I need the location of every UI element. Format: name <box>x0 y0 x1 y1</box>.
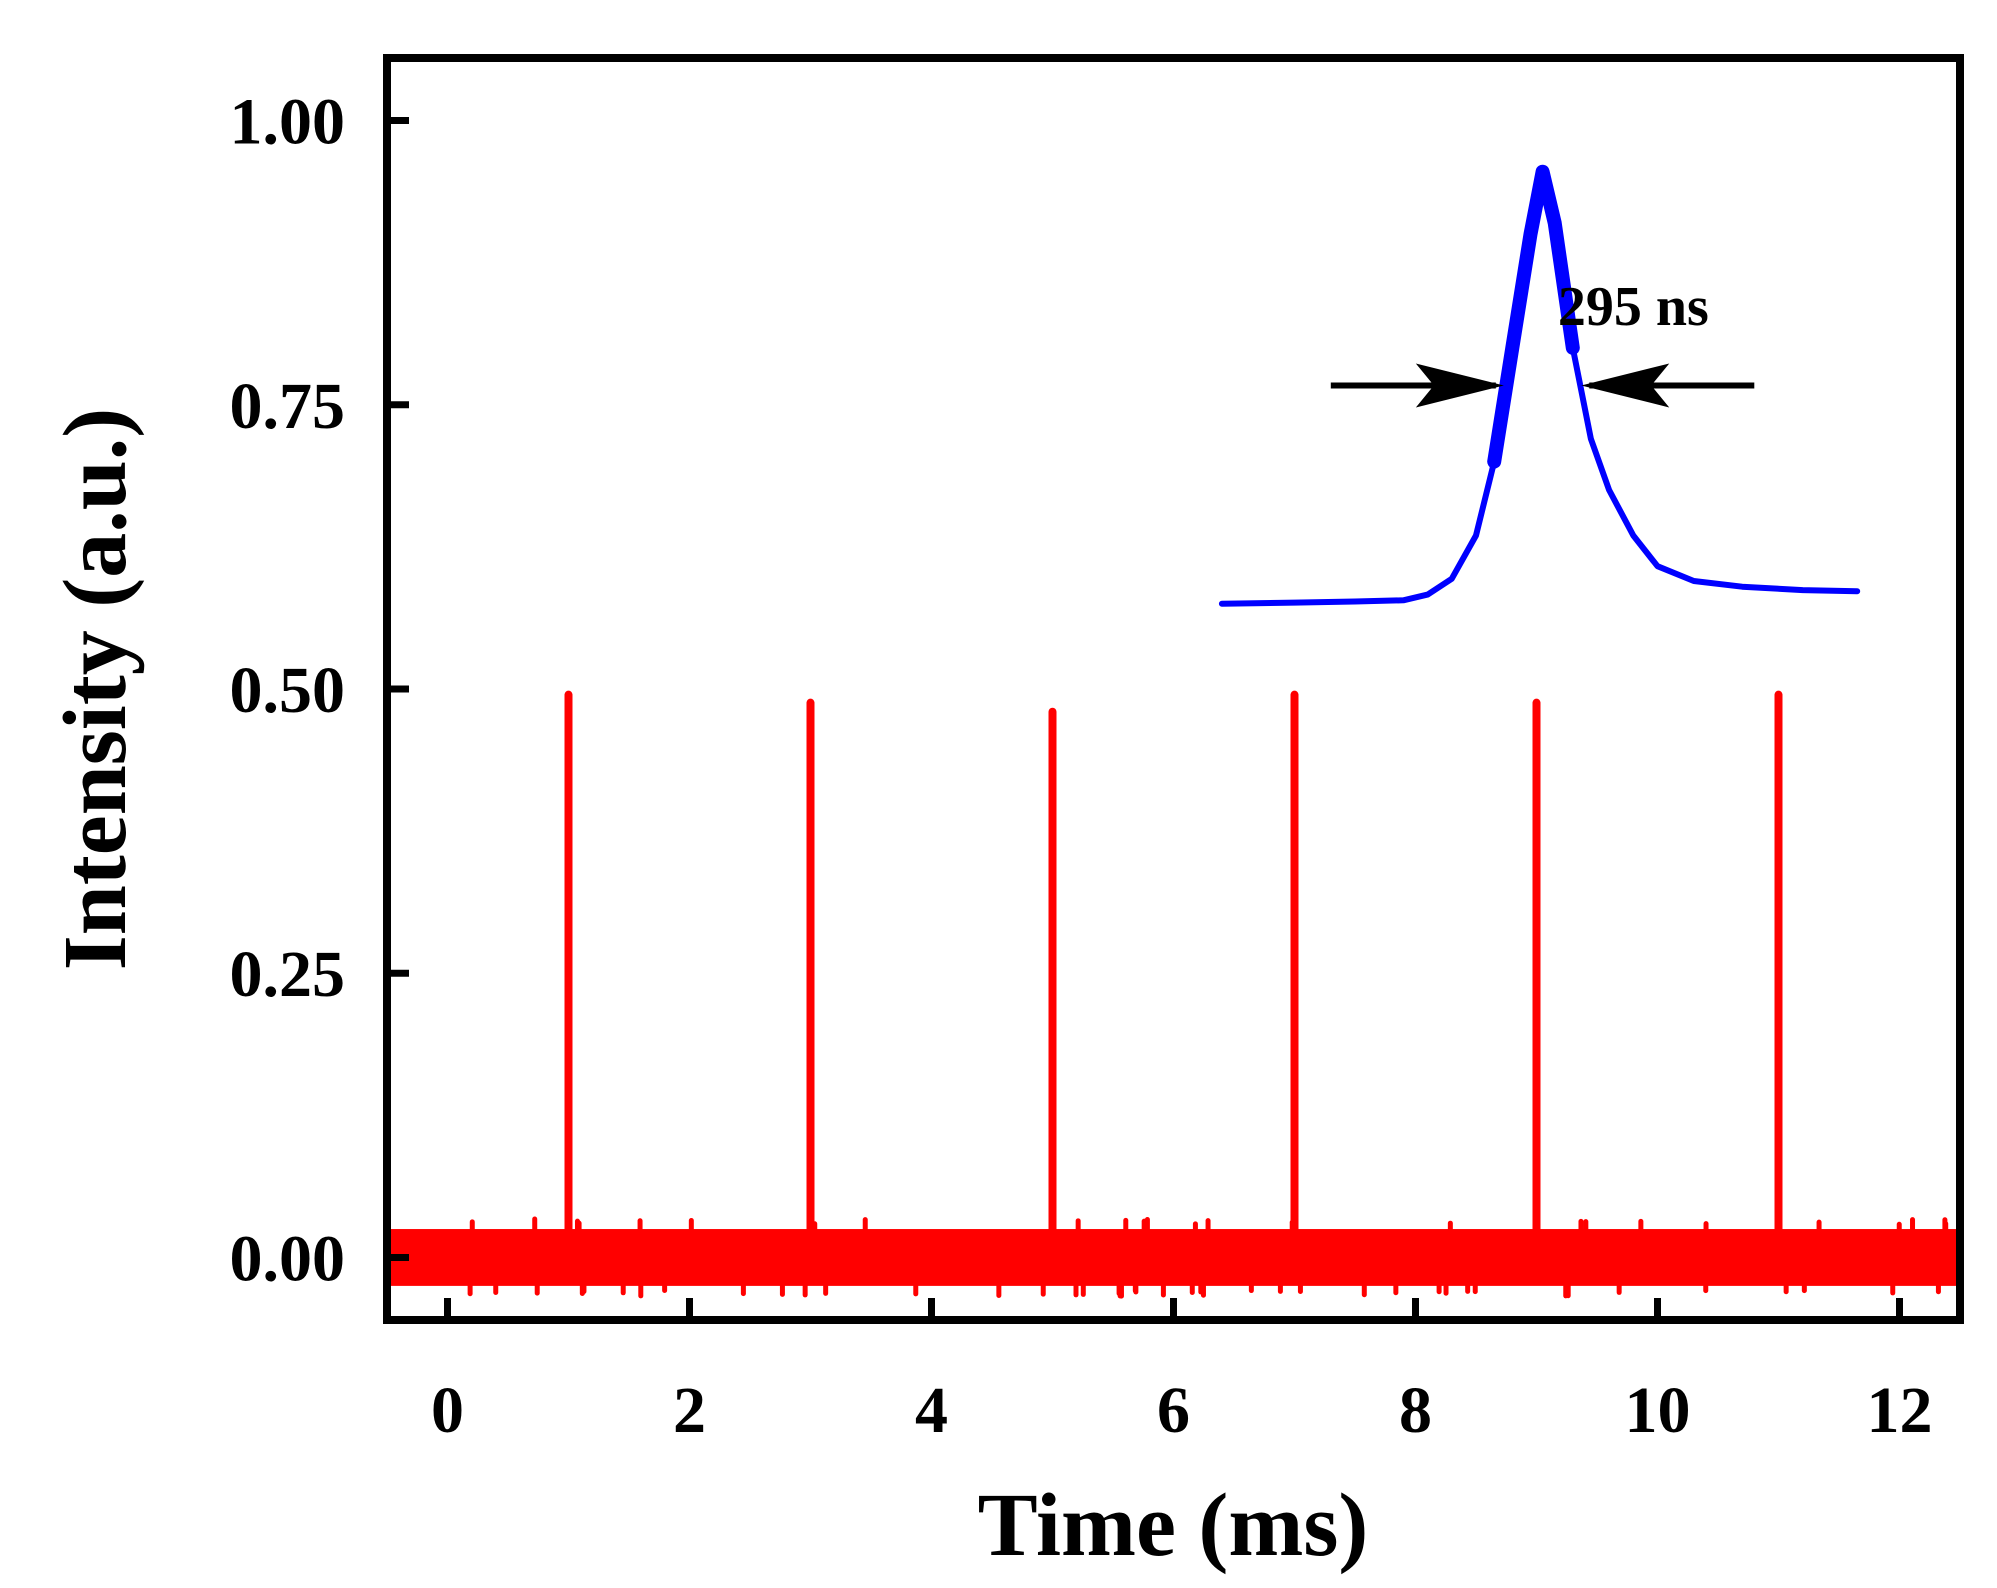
x-tick-label: 0 <box>431 1374 464 1447</box>
y-tick-label: 0.75 <box>230 370 346 443</box>
plot-frame <box>383 54 1964 1324</box>
fwhm-label: 295 ns <box>1558 276 1709 338</box>
pulse-profile-peak <box>1487 164 1580 469</box>
x-tick-label: 10 <box>1625 1374 1691 1447</box>
x-axis-title: Time (ms) <box>978 1476 1369 1575</box>
x-tick-label: 4 <box>915 1374 948 1447</box>
y-tick-label: 0.50 <box>230 654 346 727</box>
x-tick-label: 6 <box>1157 1374 1190 1447</box>
pulse-profile-line <box>1218 168 1861 607</box>
y-axis-title: Intensity (a.u.) <box>46 408 145 971</box>
fwhm-arrow-head <box>1581 363 1670 408</box>
noise-band <box>387 1229 1960 1286</box>
x-tick-label: 2 <box>673 1374 706 1447</box>
x-tick-label: 12 <box>1867 1374 1933 1447</box>
x-axis: 0 2 4 6 8 10 12 <box>431 1298 1933 1447</box>
y-axis: 0.00 0.25 0.50 0.75 1.00 <box>230 86 409 1295</box>
series-layer <box>387 164 1960 1299</box>
y-tick-label: 0.00 <box>230 1222 346 1295</box>
y-tick-label: 0.25 <box>230 938 346 1011</box>
x-tick-label: 8 <box>1399 1374 1432 1447</box>
fwhm-arrow-head <box>1415 363 1504 408</box>
annotation-layer: 295 ns <box>1330 276 1755 408</box>
y-tick-label: 1.00 <box>230 86 346 159</box>
